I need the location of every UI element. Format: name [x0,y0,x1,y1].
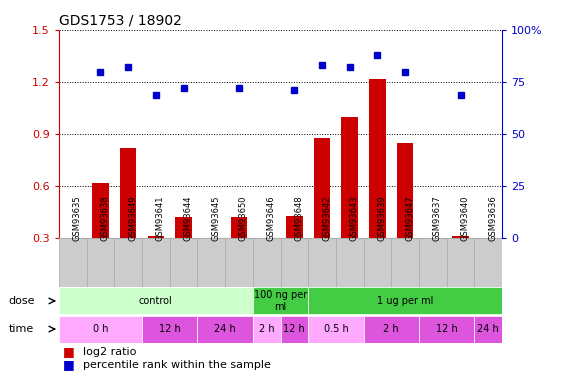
Text: GSM93645: GSM93645 [211,195,220,241]
Text: 12 h: 12 h [283,324,305,334]
Bar [253,316,280,343]
Text: 0 h: 0 h [93,324,108,334]
Bar [419,238,447,287]
Text: control: control [139,296,173,306]
Bar [397,143,413,238]
Bar [364,238,392,287]
Text: GSM93636: GSM93636 [488,195,497,241]
Text: time: time [8,324,34,334]
Text: GSM93642: GSM93642 [322,195,331,241]
Bar [142,238,169,287]
Text: 2 h: 2 h [384,324,399,334]
Text: 24 h: 24 h [214,324,236,334]
Text: ■: ■ [63,345,75,358]
Bar [231,217,247,238]
Bar [280,316,308,343]
Text: GSM93641: GSM93641 [156,195,165,241]
Text: GSM93648: GSM93648 [295,195,304,241]
Text: GSM93643: GSM93643 [350,195,358,241]
Text: 12 h: 12 h [436,324,458,334]
Text: log2 ratio: log2 ratio [83,346,137,357]
Text: GSM93647: GSM93647 [405,195,414,241]
Bar [280,238,308,287]
Text: GSM93637: GSM93637 [433,195,442,241]
Bar [114,238,142,287]
Bar [92,183,109,238]
Bar [59,316,142,343]
Text: GSM93638: GSM93638 [100,195,109,241]
Bar [148,236,164,238]
Bar [142,316,197,343]
Bar [253,287,308,314]
Bar [308,287,502,314]
Bar [169,238,197,287]
Bar [59,238,86,287]
Bar [197,316,253,343]
Text: GSM93650: GSM93650 [239,195,248,241]
Bar [342,117,358,238]
Text: 2 h: 2 h [259,324,274,334]
Bar [364,316,419,343]
Bar [197,238,225,287]
Bar [392,238,419,287]
Text: GSM93635: GSM93635 [73,195,82,241]
Text: 1 ug per ml: 1 ug per ml [377,296,433,306]
Text: GSM93644: GSM93644 [183,195,192,241]
Text: GSM93646: GSM93646 [266,195,275,241]
Text: GSM93640: GSM93640 [461,195,470,241]
Text: 100 ng per
ml: 100 ng per ml [254,290,307,312]
Bar [120,148,136,238]
Bar [475,316,502,343]
Text: GSM93639: GSM93639 [378,195,387,241]
Bar [452,236,469,238]
Bar [175,217,192,238]
Text: GDS1753 / 18902: GDS1753 / 18902 [59,13,182,27]
Bar [225,238,253,287]
Bar [447,238,475,287]
Bar [419,316,475,343]
Bar [308,316,364,343]
Bar [253,238,280,287]
Bar [59,287,253,314]
Bar [369,79,386,238]
Bar [336,238,364,287]
Text: dose: dose [8,296,35,306]
Text: 12 h: 12 h [159,324,181,334]
Bar [308,238,336,287]
Text: ■: ■ [63,358,75,371]
Text: percentile rank within the sample: percentile rank within the sample [83,360,271,370]
Bar [286,216,303,238]
Bar [475,238,502,287]
Text: 24 h: 24 h [477,324,499,334]
Bar [314,138,330,238]
Text: GSM93649: GSM93649 [128,195,137,241]
Text: 0.5 h: 0.5 h [324,324,348,334]
Bar [86,238,114,287]
